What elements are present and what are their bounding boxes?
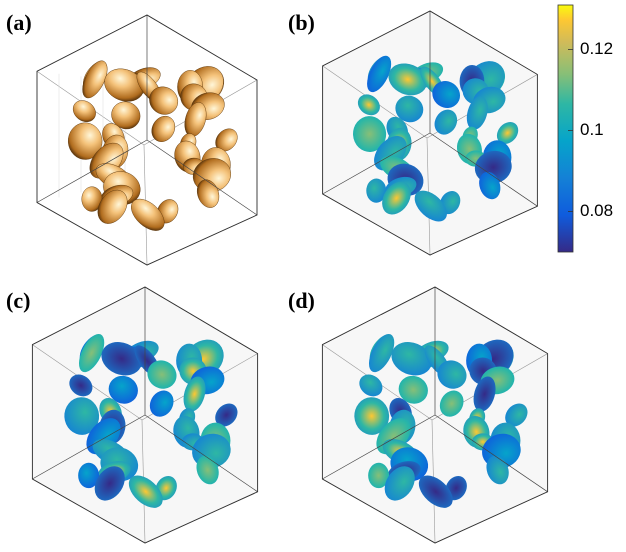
ellipsoid: [147, 360, 177, 389]
ellipsoid: [354, 397, 390, 435]
ellipsoid: [388, 63, 427, 96]
cube-edge: [36, 139, 148, 203]
ellipsoid: [111, 101, 141, 130]
cube-edge: [144, 414, 258, 493]
panel: [36, 14, 258, 266]
ellipsoid: [353, 116, 387, 152]
ellipsoid: [368, 462, 390, 489]
ellipsoid: [505, 403, 528, 427]
ellipsoid: [384, 466, 415, 501]
panel-label: (c): [6, 288, 30, 313]
ellipsoid: [128, 475, 163, 508]
ellipsoid: [196, 179, 220, 208]
ellipsoid: [437, 360, 467, 389]
colorbar-tick-label: 0.1: [580, 120, 604, 139]
ellipsoid: [183, 376, 206, 412]
cube-edge: [322, 414, 436, 480]
colorbar-tick-label: 0.12: [580, 39, 613, 58]
ellipsoid: [82, 60, 108, 99]
ellipsoid: [434, 109, 458, 135]
ellipsoid: [104, 68, 145, 102]
panel: [31, 286, 259, 544]
ellipsoid: [94, 466, 125, 501]
ellipsoid: [215, 403, 238, 427]
ellipsoid: [486, 455, 509, 485]
ellipsoid: [64, 397, 100, 435]
ellipsoid: [418, 475, 453, 508]
ellipsoid: [69, 374, 93, 397]
ellipsoid: [382, 181, 411, 215]
cube-outline: [322, 10, 538, 256]
ellipsoid: [391, 342, 432, 376]
ellipsoid: [72, 100, 96, 123]
panel-label: (d): [288, 288, 315, 313]
ellipsoid: [357, 94, 380, 116]
ellipsoid: [496, 122, 519, 144]
ellipsoid: [368, 333, 395, 373]
cube-edge: [322, 132, 431, 195]
colorbar-tick-label: 0.08: [580, 201, 613, 220]
ellipsoid: [78, 333, 105, 373]
ellipsoid: [108, 375, 138, 404]
ellipsoid: [473, 376, 496, 412]
panel: [321, 286, 549, 544]
ellipsoid: [466, 96, 488, 130]
panel-label: (b): [288, 10, 315, 35]
ellipsoid: [479, 171, 501, 200]
ellipsoid: [151, 115, 176, 142]
cube-edge: [429, 132, 538, 207]
cube-edge: [32, 414, 146, 480]
panel-label: (a): [6, 10, 32, 35]
ellipsoid: [395, 95, 424, 123]
ellipsoid: [101, 342, 142, 376]
ellipsoid: [414, 190, 447, 222]
ellipsoid: [366, 178, 387, 203]
ellipsoid: [78, 462, 100, 489]
cube-edge: [146, 139, 258, 216]
cube-outline: [321, 286, 549, 544]
ellipsoid: [439, 390, 464, 417]
ellipsoid: [149, 390, 174, 417]
ellipsoid: [67, 122, 103, 160]
ellipsoid: [359, 374, 383, 397]
ellipsoid: [97, 189, 128, 224]
ellipsoid: [149, 86, 179, 115]
cube-outline: [31, 286, 259, 544]
ellipsoid: [196, 455, 219, 485]
cube-edge: [434, 414, 548, 493]
ellipsoid: [131, 198, 165, 231]
colorbar: [557, 4, 574, 253]
ellipsoid: [432, 80, 461, 108]
ellipsoid: [398, 375, 428, 404]
ellipsoid: [367, 55, 392, 93]
cube-outline: [36, 14, 258, 266]
panel: [322, 10, 538, 256]
